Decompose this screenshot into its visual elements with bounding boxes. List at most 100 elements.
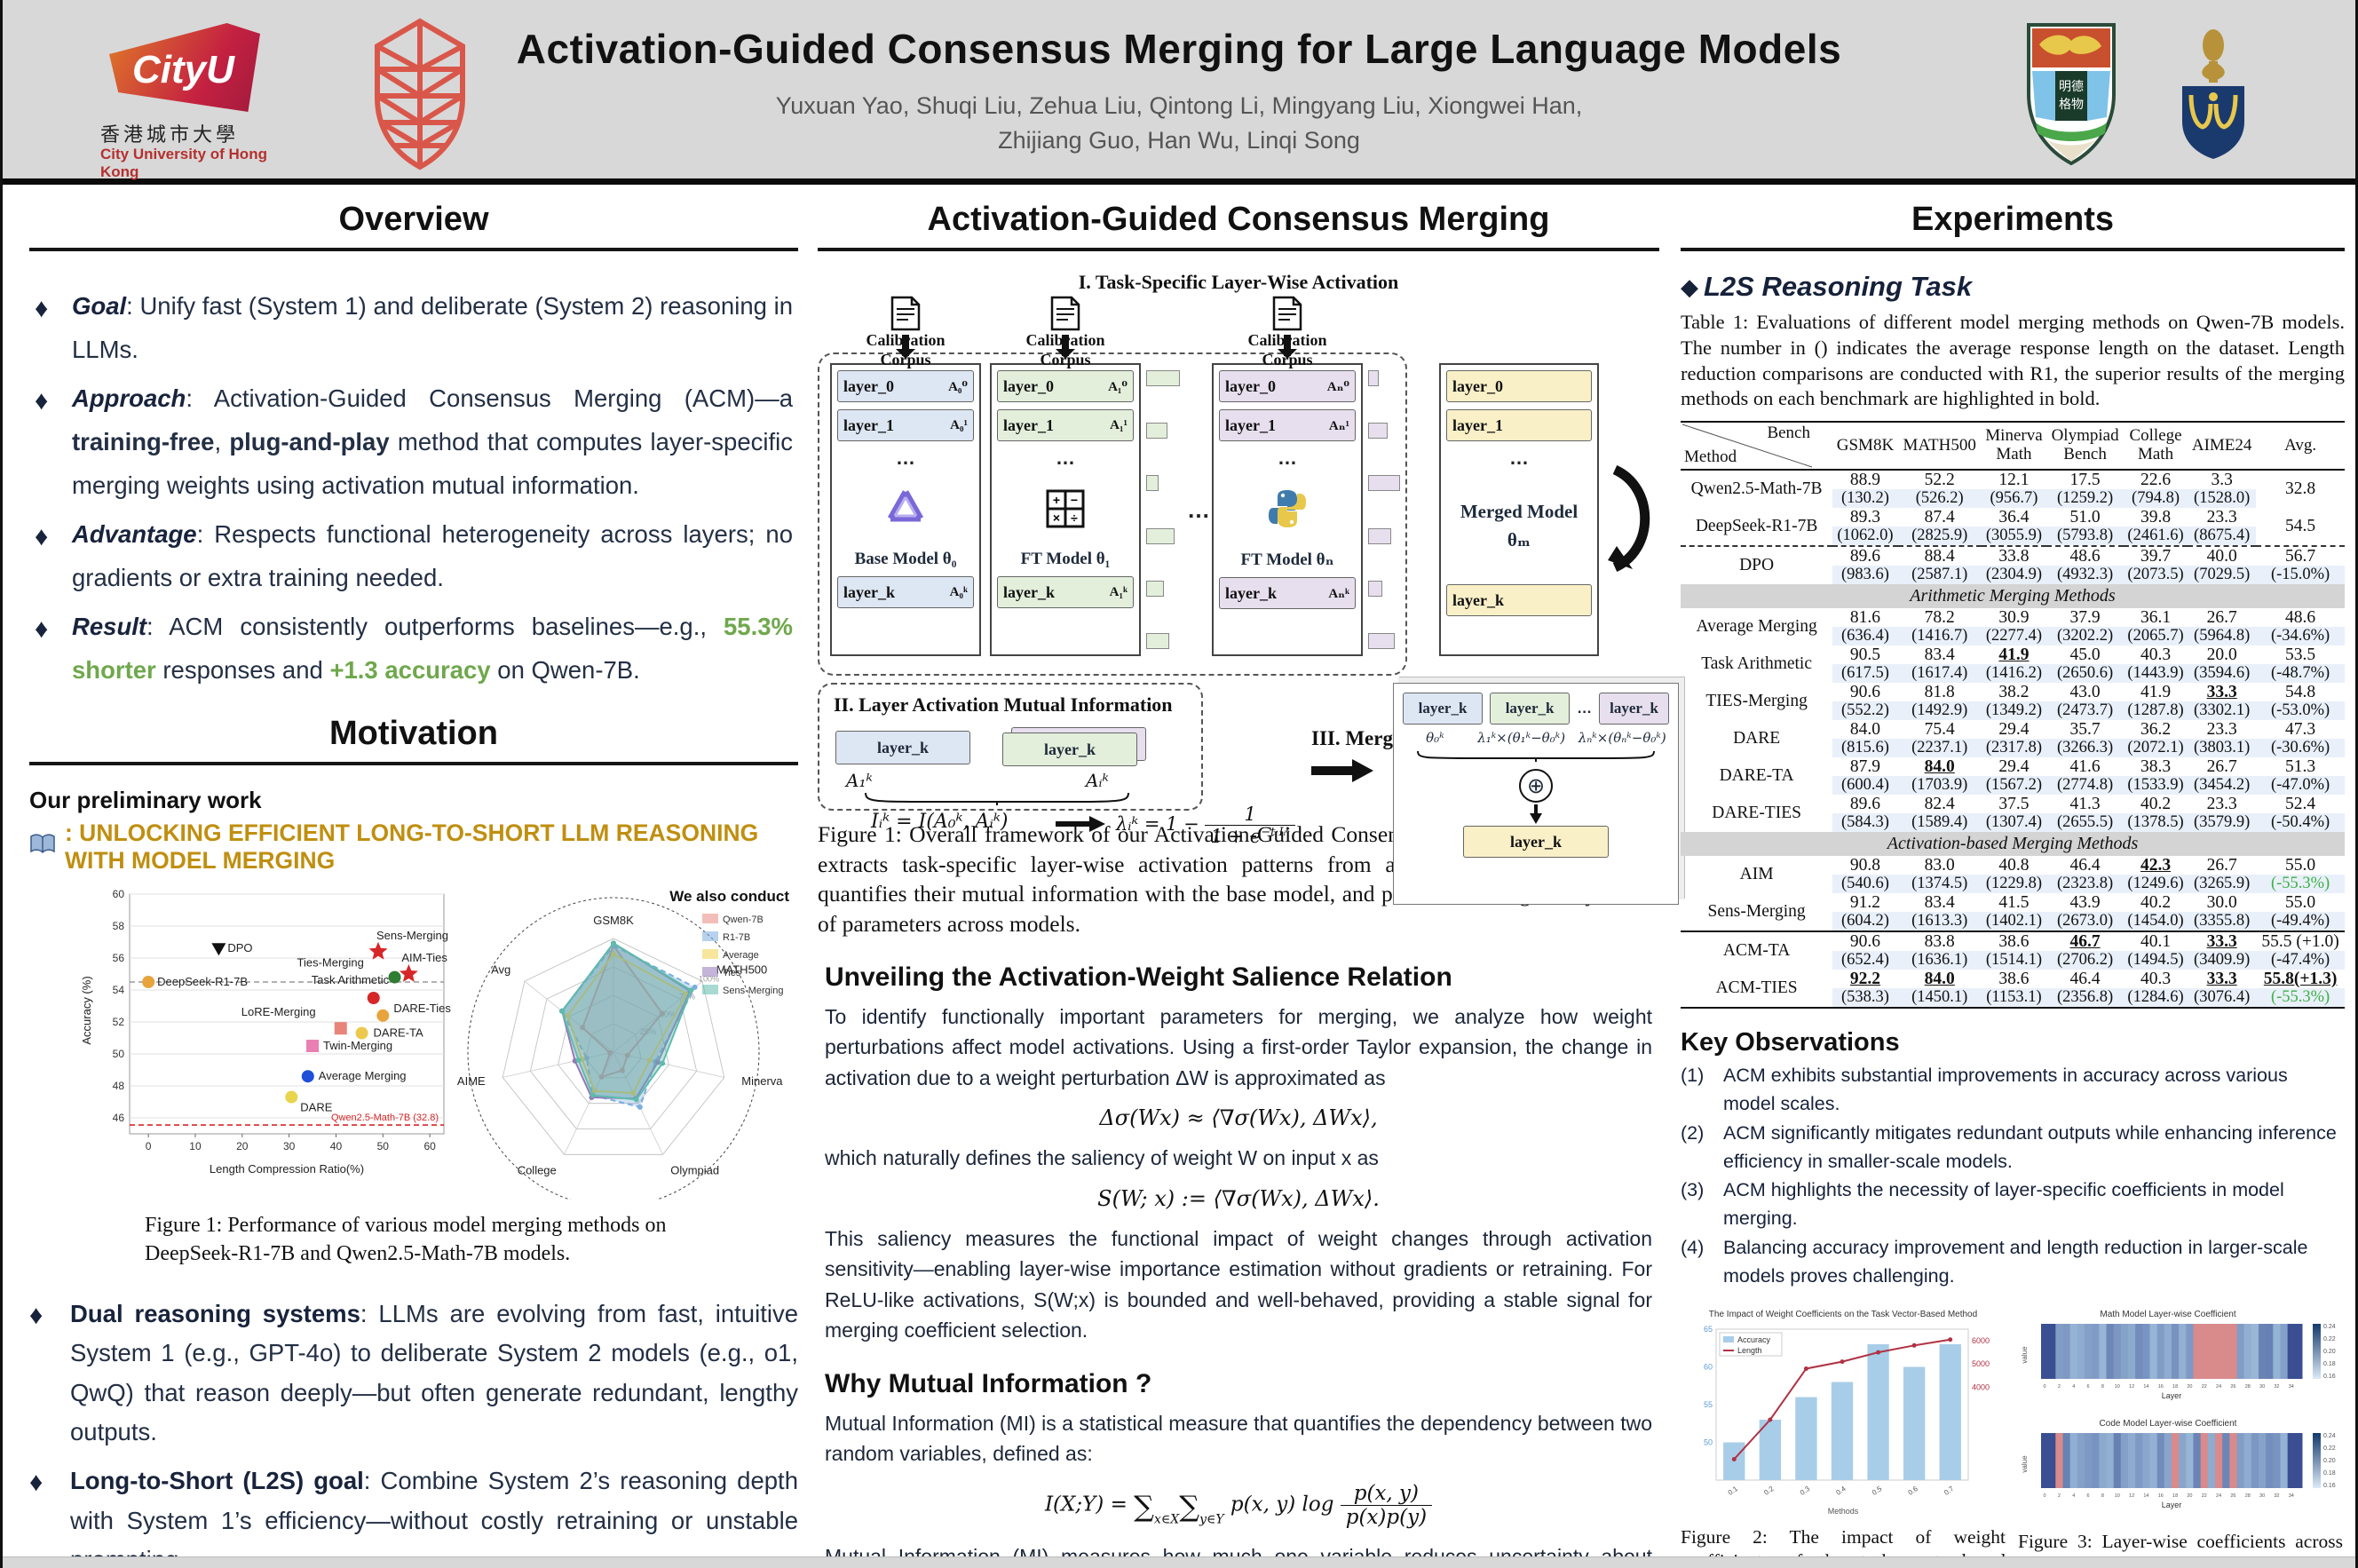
table-col-header: College Math — [2123, 421, 2188, 471]
length-value: (526.2) — [1897, 489, 1982, 509]
motivation-bullet: ♦ Long-to-Short (L2S) goal: Combine Syste… — [29, 1461, 798, 1568]
diagram-part3-title: III. Merge — [1311, 727, 1403, 749]
svg-text:54: 54 — [113, 984, 125, 996]
svg-text:12: 12 — [2129, 1384, 2134, 1390]
taylor-expansion-formula: Δσ(Wx) ≈ ⟨∇σ(Wx), ΔWx⟩, — [1099, 1105, 1378, 1131]
table-row: Qwen2.5-Math-7B 88.9 (130.2) 52.2 (526.2) 12.… — [1681, 470, 2345, 509]
length-value: (1284.6) — [2123, 988, 2188, 1008]
overview-column: Overview ♦ Goal: Unify fast (System 1) an… — [29, 201, 798, 1568]
score-value: 90.5 — [1849, 645, 1881, 665]
fig1-radar-chart: 25%50%75%100%GSM8KMATH500MinervaOlympiad… — [455, 887, 798, 1208]
svg-text:Avg: Avg — [491, 963, 510, 977]
table-col-header: Avg. — [2256, 421, 2345, 471]
cityu-logo-shape: CityU — [109, 23, 260, 112]
score-value: 38.6 — [1998, 970, 2030, 989]
svg-text:0.24: 0.24 — [2323, 1324, 2336, 1330]
framework-diagram: I. Task-Specific Layer-Wise Activation l… — [818, 265, 1679, 905]
svg-text:30: 30 — [2259, 1384, 2265, 1390]
calc-icon: + −× ÷ — [1046, 489, 1085, 528]
svg-text:0.22: 0.22 — [2323, 1336, 2336, 1342]
length-value: (-30.6%) — [2256, 739, 2345, 758]
score-value: 30.9 — [1998, 608, 2030, 628]
down-arrow-icon — [896, 335, 915, 359]
score-value: 55.0 — [2285, 856, 2316, 875]
svg-text:AIM-Ties: AIM-Ties — [401, 951, 447, 964]
poster-header: CityU 香港城市大學 City University of Hong Kon… — [3, 0, 2355, 185]
merge-result-chip: layer_k — [1463, 826, 1609, 858]
l2s-task-heading: ◆ L2S Reasoning Task — [1681, 271, 1973, 302]
score-value: 55.8(+1.3) — [2263, 970, 2338, 989]
score-value: 81.8 — [1924, 683, 1955, 702]
length-value: (1416.7) — [1897, 627, 1982, 646]
layer-chip: layer_0 A₀⁰ — [837, 370, 974, 402]
svg-text:College: College — [518, 1164, 557, 1177]
score-value: 32.8 — [2285, 479, 2316, 499]
score-value: 36.1 — [2140, 608, 2172, 628]
svg-text:30: 30 — [283, 1140, 296, 1152]
length-value: (-49.4%) — [2256, 912, 2345, 931]
svg-text:52: 52 — [113, 1016, 125, 1028]
panel-ellipsis: … — [1187, 496, 1210, 523]
svg-text:0.16: 0.16 — [2323, 1483, 2336, 1489]
layer-chip: layer_k Aₙᵏ — [1219, 577, 1356, 609]
merged-layerk-chip: layer_k — [1446, 584, 1592, 616]
svg-text:0.24: 0.24 — [2323, 1433, 2336, 1439]
right-arrow-icon — [1056, 816, 1105, 832]
svg-text:value: value — [2021, 1346, 2029, 1364]
length-value: (2072.1) — [2123, 739, 2188, 758]
score-value: 40.8 — [1998, 856, 2030, 875]
mi-formula: Iᵢᵏ = I(A₀ᵏ, Aᵢᵏ) — [871, 811, 1009, 833]
overview-bullet: ♦ Approach: Activation-Guided Consensus M… — [35, 377, 793, 508]
length-value: (552.2) — [1832, 701, 1898, 721]
svg-text:14: 14 — [2143, 1384, 2148, 1390]
svg-text:Sens-Merging: Sens-Merging — [376, 929, 448, 942]
score-value: 92.2 — [1849, 970, 1881, 989]
table-row: Task Arithmetic 90.5 (617.5) 83.4 (1617.4) 41… — [1681, 645, 2345, 684]
length-value: (3594.6) — [2188, 664, 2257, 684]
length-value: (1062.0) — [1832, 527, 1898, 546]
text-segment: 55.3% shorter — [72, 612, 793, 684]
svg-text:6000: 6000 — [1972, 1336, 1990, 1345]
length-value: (540.6) — [1832, 875, 1898, 894]
score-value: 54.5 — [2285, 517, 2316, 536]
layer-chip: layer_0 A₁⁰ — [997, 370, 1134, 402]
overview-bullet: ♦ Goal: Unify fast (System 1) and deliber… — [35, 285, 793, 372]
score-value: 20.0 — [2206, 645, 2237, 665]
length-value: (3076.4) — [2188, 988, 2257, 1008]
score-value: 41.3 — [2069, 795, 2101, 814]
score-value: 38.3 — [2140, 757, 2172, 777]
score-value: 83.8 — [1924, 932, 1955, 952]
svg-text:GSM8K: GSM8K — [593, 914, 634, 927]
table-row: Average Merging 81.6 (636.4) 78.2 (1416.7) 30… — [1681, 608, 2345, 646]
model-name: Base Model θ₀ — [854, 550, 957, 568]
svg-text:34: 34 — [2289, 1384, 2294, 1390]
poster-authors: Yuxuan Yao, Shuqi Liu, Zehua Liu, Qinton… — [602, 89, 1756, 158]
length-value: (-48.7%) — [2256, 664, 2345, 684]
text-segment: +1.3 accuracy — [329, 655, 491, 684]
svg-text:Layer: Layer — [2162, 1391, 2182, 1400]
svg-text:Minerva: Minerva — [741, 1074, 783, 1088]
salience-paragraph-3: This saliency measures the functional im… — [825, 1226, 1652, 1342]
svg-text:DARE-TA: DARE-TA — [374, 1026, 423, 1040]
score-value: 45.0 — [2069, 645, 2101, 665]
svg-text:8: 8 — [2101, 1384, 2104, 1390]
length-value: (2650.6) — [2046, 664, 2124, 684]
score-value: 90.6 — [1849, 932, 1881, 952]
mi-paragraph-1: Mutual Information (MI) is a statistical… — [825, 1411, 1652, 1466]
score-value: 88.4 — [1924, 547, 1955, 566]
length-value: (1249.6) — [2123, 875, 2188, 894]
svg-text:56: 56 — [113, 952, 125, 964]
score-value: 81.6 — [1849, 608, 1881, 628]
length-value: (5793.8) — [2046, 527, 2124, 546]
score-value: 40.2 — [2140, 795, 2172, 814]
score-value: 89.6 — [1849, 795, 1881, 814]
svg-text:12: 12 — [2129, 1493, 2134, 1499]
svg-text:LoRE-Merging: LoRE-Merging — [241, 1006, 316, 1019]
length-value: (815.6) — [1832, 739, 1898, 758]
preliminary-paper-link[interactable]: : UNLOCKING EFFICIENT LONG-TO-SHORT LLM … — [29, 820, 798, 875]
method-name: DARE-TIES — [1712, 804, 1801, 823]
document-icon — [1272, 296, 1302, 331]
diamond-bullet-icon: ♦ — [35, 614, 49, 644]
cycle-arrow-icon — [1608, 464, 1650, 573]
table-corner-bench: Bench — [1767, 424, 1810, 443]
